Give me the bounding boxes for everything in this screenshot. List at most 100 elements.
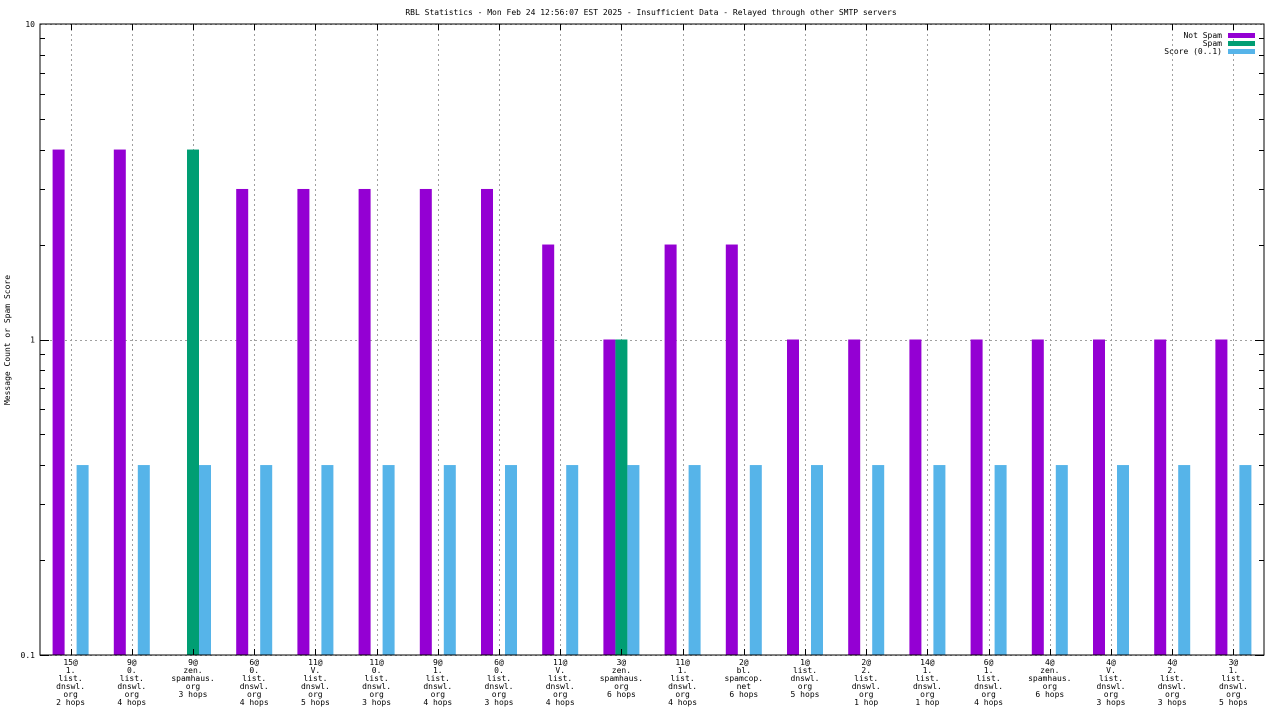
bar-spam [615,339,628,655]
x-tick-label: 6@ 0. list. dnswl. org 3 hops [485,658,514,707]
x-tick-label-line: list. [242,674,266,683]
x-tick-label-line: org [981,690,996,699]
x-tick-label-line: 11@ [308,658,323,667]
x-tick-label-line: 1. [678,666,688,675]
x-tick-label-line: 1@ [800,658,810,667]
bar-score-0-1 [382,465,395,655]
bar-spam [187,149,199,655]
grid-layer [40,24,1264,656]
x-tick-label-line: org [859,690,874,699]
chart-title: RBL Statistics - Mon Feb 24 12:56:07 EST… [405,8,896,17]
bar-not-spam [848,339,861,655]
bar-score-0-1 [566,465,579,655]
x-tick-label-line: list. [1099,674,1123,683]
x-tick-label-line: 2. [861,666,871,675]
x-tick-label-line: list. [59,674,83,683]
x-tick-label: 2@ bl. spamcop. net 6 hops [725,658,764,699]
x-tick-label-line: dnswl. [546,682,575,691]
x-tick-label-line: org [1104,690,1119,699]
x-tick-label-line: 4 hops [240,698,269,707]
bar-score-0-1 [1239,465,1252,655]
x-tick-label: 11@ 0. list. dnswl. org 3 hops [362,658,391,707]
x-tick-label-line: org [1165,690,1180,699]
x-tick-label-line: 0. [127,666,137,675]
bar-not-spam [725,244,738,656]
x-tick-label-line: org [675,690,690,699]
bar-score-0-1 [933,465,946,655]
legend-swatch [1228,41,1255,46]
x-tick-label-line: 2@ [861,658,871,667]
x-tick-label-line: 1 hop [854,698,878,707]
x-tick-label-line: 5 hops [791,690,820,699]
x-tick-label-line: 5 hops [301,698,330,707]
legend-swatch [1228,49,1255,54]
x-tick-label: 3@ 1. list. dnswl. org 5 hops [1219,658,1248,707]
bar-not-spam [236,188,249,655]
x-tick-label-line: 6@ [984,658,994,667]
x-tick-label-line: 4@ [1106,658,1116,667]
x-tick-label-line: list. [1160,674,1184,683]
legend-label: Not Spam [1183,31,1222,40]
bar-score-0-1 [749,465,762,655]
x-tick-label-line: 2. [1167,666,1177,675]
x-tick-label-line: 0. [249,666,259,675]
x-tick-label-line: org [125,690,140,699]
x-tick-label: 11@ V. list. dnswl. org 4 hops [546,658,575,707]
x-tick-label-line: list. [365,674,389,683]
x-tick-label: 9@ 1. list. dnswl. org 4 hops [423,658,452,707]
bar-not-spam [481,188,493,655]
bar-score-0-1 [505,465,517,655]
x-tick-label: 11@ 1. list. dnswl. org 4 hops [668,658,697,707]
x-tick-label-line: 6 hops [1035,690,1064,699]
bar-not-spam [419,188,432,655]
x-tick-label-line: spamhaus. [171,674,214,683]
x-tick-label-line: org [431,690,446,699]
bar-score-0-1 [1117,465,1129,655]
x-tick-label-line: 4 hops [423,698,452,707]
x-tick-label-line: 3 hops [179,690,208,699]
bar-score-0-1 [76,465,89,655]
x-tick-label-line: V. [311,666,321,675]
bar-not-spam [909,339,922,655]
bar-score-0-1 [443,465,456,655]
x-tick-label-line: spamhaus. [1028,674,1071,683]
x-tick-label-line: 4 hops [974,698,1003,707]
bar-score-0-1 [137,465,150,655]
x-tick-label-line: zen. [1040,666,1059,675]
x-tick-label-line: dnswl. [668,682,697,691]
plot-frame [39,23,1265,656]
x-tick-label-line: dnswl. [240,682,269,691]
x-tick-label-line: org [186,682,201,691]
x-tick-label: 1@ list. dnswl. org 5 hops [791,658,820,699]
x-tick-label-line: dnswl. [1097,682,1126,691]
x-tick-label-line: 6@ [494,658,504,667]
x-tick-label-line: 1. [984,666,994,675]
x-tick-label-line: 1. [66,666,76,675]
x-tick-label-line: dnswl. [362,682,391,691]
x-tick-label-line: org [614,682,629,691]
x-tick-label-line: 4@ [1167,658,1177,667]
bar-not-spam [1031,339,1044,655]
x-tick-label-line: bl. [737,666,751,675]
x-tick-label-line: 9@ [127,658,137,667]
x-tick-label-line: 0. [372,666,382,675]
bar-not-spam [542,244,555,656]
x-tick-label-line: dnswl. [852,682,881,691]
x-tick-label-line: 15@ [63,658,78,667]
x-tick-label-line: dnswl. [117,682,146,691]
x-tick-label-line: 6 hops [607,690,636,699]
x-tick-label-line: list. [915,674,939,683]
x-tick-label-line: dnswl. [56,682,85,691]
x-tick-label-line: dnswl. [301,682,330,691]
x-tick-label-line: org [920,690,935,699]
y-tick-label: 10 [25,20,35,29]
x-tick-label-line: dnswl. [913,682,942,691]
x-tick-label-line: org [369,690,384,699]
x-tick-label-line: 0. [494,666,504,675]
x-tick-label: 2@ 2. list. dnswl. org 1 hop [852,658,881,707]
x-tick-label-line: 1. [433,666,443,675]
x-tick-label-line: 3 hops [1158,698,1187,707]
x-tick-label: 11@ V. list. dnswl. org 5 hops [301,658,330,707]
x-tick-label-line: 2 hops [56,698,85,707]
